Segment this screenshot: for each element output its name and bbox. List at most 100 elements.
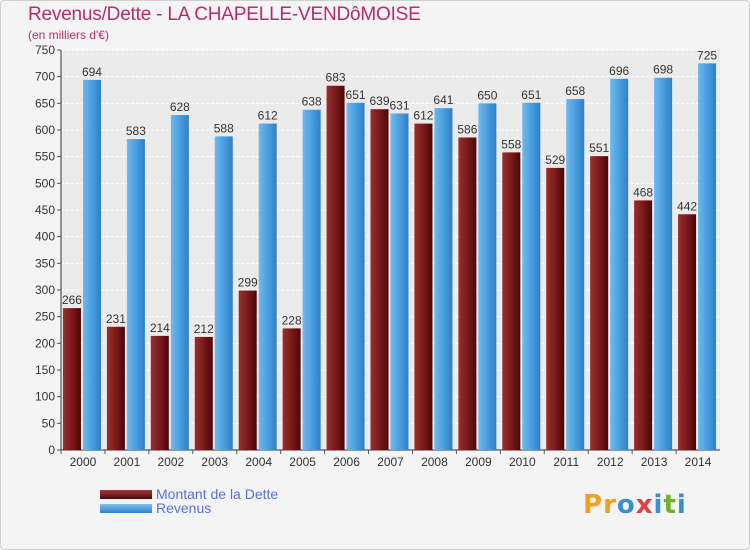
- data-label-revenus: 588: [214, 121, 234, 135]
- y-tick-label: 600: [35, 123, 55, 137]
- x-tick-label: 2007: [377, 455, 404, 469]
- chart-title: Revenus/Dette - LA CHAPELLE-VENDôMOISE: [28, 4, 421, 25]
- y-tick-label: 0: [48, 443, 55, 457]
- y-tick-label: 200: [35, 336, 55, 350]
- bar-dette: [150, 335, 169, 450]
- bar-dette: [326, 85, 345, 450]
- x-tick-label: 2014: [685, 455, 712, 469]
- bar-dette: [502, 152, 521, 450]
- data-label-revenus: 694: [82, 65, 102, 79]
- bar-dette: [238, 290, 257, 450]
- data-label-dette: 212: [194, 322, 214, 336]
- bar-dette: [546, 167, 565, 450]
- chart-subtitle: (en milliers d'€): [28, 28, 109, 42]
- bar-dette: [282, 328, 301, 450]
- bar-revenus: [654, 77, 673, 450]
- data-label-revenus: 631: [389, 98, 409, 112]
- y-tick-label: 50: [42, 416, 56, 430]
- bar-revenus: [258, 123, 277, 450]
- bar-revenus: [82, 79, 101, 450]
- x-tick-label: 2013: [641, 455, 668, 469]
- y-tick-label: 700: [35, 70, 55, 84]
- x-tick-label: 2004: [245, 455, 272, 469]
- data-label-revenus: 725: [697, 48, 717, 62]
- bar-dette: [106, 326, 125, 450]
- legend-swatch-revenus: [100, 503, 152, 513]
- y-tick-label: 350: [35, 256, 55, 270]
- bar-revenus: [346, 102, 365, 451]
- bar-dette: [370, 109, 389, 450]
- data-label-revenus: 650: [477, 88, 497, 102]
- x-tick-label: 2008: [421, 455, 448, 469]
- bar-dette: [194, 336, 213, 450]
- x-tick-label: 2001: [114, 455, 141, 469]
- y-tick-label: 400: [35, 230, 55, 244]
- bar-revenus: [126, 139, 145, 451]
- data-label-dette: 231: [106, 312, 126, 326]
- legend-label-dette: Montant de la Dette: [156, 486, 279, 502]
- proxiti-logo: Proxiti: [583, 490, 687, 520]
- x-tick-label: 2003: [201, 455, 228, 469]
- data-label-dette: 612: [413, 109, 433, 123]
- y-tick-label: 150: [35, 363, 55, 377]
- data-label-dette: 586: [457, 122, 477, 136]
- legend-item-dette: Montant de la Dette: [100, 486, 279, 502]
- data-label-revenus: 628: [170, 100, 190, 114]
- data-label-dette: 558: [501, 137, 521, 151]
- legend-swatch-dette: [100, 489, 152, 499]
- y-tick-label: 550: [35, 150, 55, 164]
- y-tick-label: 500: [35, 176, 55, 190]
- legend-label-revenus: Revenus: [156, 500, 212, 516]
- x-tick-label: 2002: [157, 455, 184, 469]
- logo-letter: i: [653, 490, 664, 520]
- x-tick-label: 2006: [333, 455, 360, 469]
- logo-letter: r: [603, 490, 617, 520]
- bar-revenus: [170, 115, 189, 451]
- y-tick-label: 650: [35, 96, 55, 110]
- x-tick-label: 2009: [465, 455, 492, 469]
- y-tick-label: 250: [35, 310, 55, 324]
- bar-dette: [62, 308, 81, 450]
- data-label-dette: 468: [633, 185, 653, 199]
- y-tick-label: 300: [35, 283, 55, 297]
- data-label-dette: 551: [589, 141, 609, 155]
- bar-revenus: [698, 63, 717, 450]
- y-tick-label: 750: [35, 43, 55, 57]
- x-tick-label: 2000: [70, 455, 97, 469]
- bar-revenus: [566, 99, 585, 451]
- logo-letter: x: [635, 490, 654, 520]
- data-label-revenus: 651: [521, 88, 541, 102]
- x-tick-label: 2012: [597, 455, 624, 469]
- bar-revenus: [434, 108, 453, 450]
- legend-item-revenus: Revenus: [100, 500, 212, 516]
- logo-letter: o: [616, 490, 636, 520]
- data-label-dette: 214: [150, 321, 170, 335]
- bar-revenus: [478, 103, 497, 450]
- data-label-revenus: 698: [653, 63, 673, 77]
- bar-dette: [590, 156, 609, 450]
- data-label-revenus: 612: [258, 109, 278, 123]
- bar-revenus: [610, 78, 629, 451]
- data-label-dette: 639: [369, 94, 389, 108]
- data-label-dette: 266: [62, 293, 82, 307]
- bar-dette: [458, 137, 477, 450]
- data-label-revenus: 638: [302, 95, 322, 109]
- bar-dette: [678, 214, 697, 450]
- bar-revenus: [390, 113, 409, 450]
- logo-letter: t: [663, 490, 677, 520]
- data-label-revenus: 641: [433, 93, 453, 107]
- data-label-dette: 529: [545, 153, 565, 167]
- logo-letter: P: [583, 490, 604, 520]
- bar-dette: [634, 200, 653, 450]
- bar-revenus: [214, 136, 233, 450]
- x-tick-label: 2010: [509, 455, 536, 469]
- bar-dette: [414, 123, 433, 450]
- data-label-revenus: 658: [565, 84, 585, 98]
- x-tick-label: 2011: [553, 455, 579, 469]
- bar-revenus: [522, 102, 541, 451]
- y-tick-label: 100: [35, 390, 55, 404]
- data-label-dette: 228: [282, 313, 302, 327]
- x-tick-label: 2005: [289, 455, 316, 469]
- data-label-revenus: 583: [126, 124, 146, 138]
